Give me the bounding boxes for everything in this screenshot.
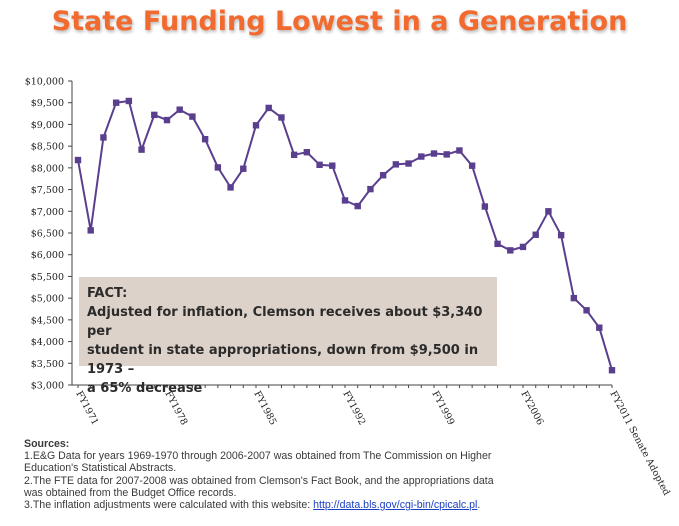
y-tick-label: $5,000 xyxy=(31,294,64,305)
data-point xyxy=(468,162,476,169)
source-line-4: was obtained from the Budget Office reco… xyxy=(24,486,237,499)
y-tick-label: $4,500 xyxy=(31,315,64,326)
data-point xyxy=(100,134,107,141)
fact-callout: FACT: Adjusted for inflation, Clemson re… xyxy=(79,277,497,396)
source-line-1: 1.E&G Data for years 1969-1970 through 2… xyxy=(24,450,492,463)
series-layer xyxy=(74,97,616,374)
data-point xyxy=(265,104,272,112)
fact-heading: FACT: xyxy=(87,286,128,301)
data-point xyxy=(138,146,145,153)
data-point xyxy=(252,122,260,129)
data-point xyxy=(507,247,514,254)
data-point xyxy=(456,147,463,154)
chart-title: State Funding Lowest in a Generation xyxy=(51,6,628,37)
data-point xyxy=(405,160,412,167)
x-tick-label: FY2006 xyxy=(518,389,545,427)
sources-note: Sources: 1.E&G Data for years 1969-1970 … xyxy=(24,438,644,511)
source-line-5-end: . xyxy=(477,499,481,512)
data-point xyxy=(519,243,527,251)
source-line-5: 3.The inflation adjustments were calcula… xyxy=(24,499,644,511)
data-point xyxy=(443,151,450,158)
data-point xyxy=(557,231,565,239)
source-line-2: Education's Statistical Abstracts. xyxy=(24,462,177,475)
y-tick-label: $9,500 xyxy=(31,98,64,109)
y-tick-label: $9,000 xyxy=(31,120,64,131)
cpi-calculator-link[interactable]: http://data.bls.gov/cgi-bin/cpicalc.pl xyxy=(313,499,478,512)
data-point xyxy=(354,202,361,210)
data-point xyxy=(303,149,311,156)
y-tick-label: $3,500 xyxy=(31,359,64,370)
data-point xyxy=(418,153,425,160)
fact-line-3: a 65% decrease xyxy=(87,381,203,396)
data-point xyxy=(367,185,374,193)
data-point xyxy=(430,150,438,157)
data-point xyxy=(532,231,539,238)
data-point xyxy=(316,161,323,169)
data-point xyxy=(545,208,552,215)
data-point xyxy=(87,227,94,234)
data-point xyxy=(290,151,298,159)
y-tick-label: $3,000 xyxy=(31,381,64,392)
y-tick-label: $6,000 xyxy=(31,250,64,261)
data-point xyxy=(240,165,247,172)
data-point xyxy=(125,97,133,105)
y-tick-label: $6,500 xyxy=(31,229,64,240)
source-line-3: 2.The FTE data for 2007-2008 was obtaine… xyxy=(24,474,494,487)
data-point xyxy=(379,172,387,179)
fact-line-2: student in state appropriations, down fr… xyxy=(87,343,479,377)
sources-title: Sources: xyxy=(24,438,70,450)
data-point xyxy=(481,203,489,210)
data-point xyxy=(227,184,234,191)
y-tick-label: $7,500 xyxy=(31,185,64,196)
fact-line-1: Adjusted for inflation, Clemson receives… xyxy=(87,305,483,339)
data-point xyxy=(278,114,285,121)
data-point xyxy=(176,106,183,113)
data-point xyxy=(201,135,209,143)
data-point xyxy=(74,156,82,164)
y-tick-label: $8,500 xyxy=(31,142,64,153)
y-tick-label: $10,000 xyxy=(25,77,64,88)
data-point xyxy=(163,116,171,124)
data-point xyxy=(151,111,158,119)
data-point xyxy=(583,307,590,314)
y-tick-label: $8,000 xyxy=(31,163,64,174)
data-point xyxy=(608,367,616,374)
data-point xyxy=(329,162,336,169)
data-point xyxy=(112,99,120,106)
y-tick-label: $5,500 xyxy=(31,272,64,283)
data-point xyxy=(214,164,222,171)
y-axis: $3,000 $3,500 $4,000 $4,500 $5,000 $5,500 $6,0… xyxy=(25,77,73,392)
y-tick-label: $4,000 xyxy=(31,337,64,348)
data-point xyxy=(570,294,578,302)
data-point xyxy=(596,324,603,331)
source-line-5-text: 3.The inflation adjustments were calcula… xyxy=(24,499,314,512)
data-point xyxy=(189,113,196,120)
y-tick-label: $7,000 xyxy=(31,207,64,218)
data-point xyxy=(341,197,349,204)
data-point xyxy=(392,161,400,168)
data-point xyxy=(494,240,501,248)
